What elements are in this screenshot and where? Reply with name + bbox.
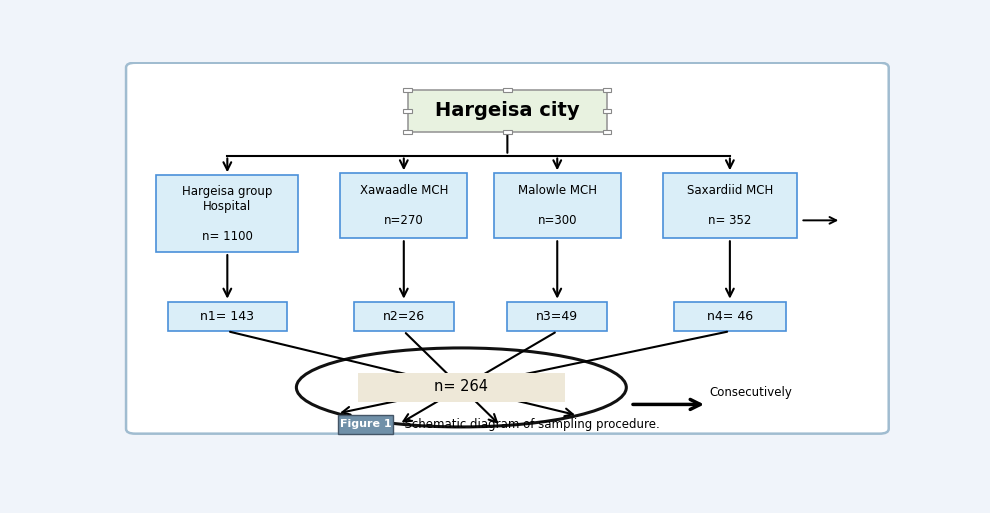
FancyBboxPatch shape <box>338 415 393 433</box>
Bar <box>603 130 612 134</box>
Text: Hargeisa group
Hospital

n= 1100: Hargeisa group Hospital n= 1100 <box>182 185 272 243</box>
FancyBboxPatch shape <box>126 63 889 433</box>
Text: Consecutively: Consecutively <box>709 386 792 399</box>
FancyBboxPatch shape <box>662 173 797 239</box>
FancyBboxPatch shape <box>168 302 287 331</box>
FancyBboxPatch shape <box>156 175 298 252</box>
Bar <box>403 88 412 92</box>
Text: Saxardiid MCH

n= 352: Saxardiid MCH n= 352 <box>687 184 773 227</box>
FancyBboxPatch shape <box>494 173 621 239</box>
FancyBboxPatch shape <box>353 302 453 331</box>
Bar <box>603 109 612 113</box>
FancyBboxPatch shape <box>341 173 467 239</box>
Bar <box>503 130 512 134</box>
Text: n= 264: n= 264 <box>435 379 488 394</box>
Bar <box>603 88 612 92</box>
Ellipse shape <box>296 348 627 427</box>
Text: Hargeisa city: Hargeisa city <box>435 102 580 121</box>
Text: n1= 143: n1= 143 <box>200 310 254 323</box>
FancyBboxPatch shape <box>408 90 607 132</box>
Text: Figure 1: Figure 1 <box>340 419 391 429</box>
FancyBboxPatch shape <box>507 302 607 331</box>
FancyBboxPatch shape <box>674 302 785 331</box>
FancyBboxPatch shape <box>357 372 565 402</box>
Text: Xawaadle MCH

n=270: Xawaadle MCH n=270 <box>359 184 448 227</box>
Text: n4= 46: n4= 46 <box>707 310 753 323</box>
Text: Malowle MCH

n=300: Malowle MCH n=300 <box>518 184 597 227</box>
Bar <box>403 109 412 113</box>
Bar <box>403 130 412 134</box>
Text: Schematic diagram of sampling procedure.: Schematic diagram of sampling procedure. <box>397 418 659 431</box>
Text: n3=49: n3=49 <box>537 310 578 323</box>
Text: n2=26: n2=26 <box>383 310 425 323</box>
Bar <box>503 88 512 92</box>
